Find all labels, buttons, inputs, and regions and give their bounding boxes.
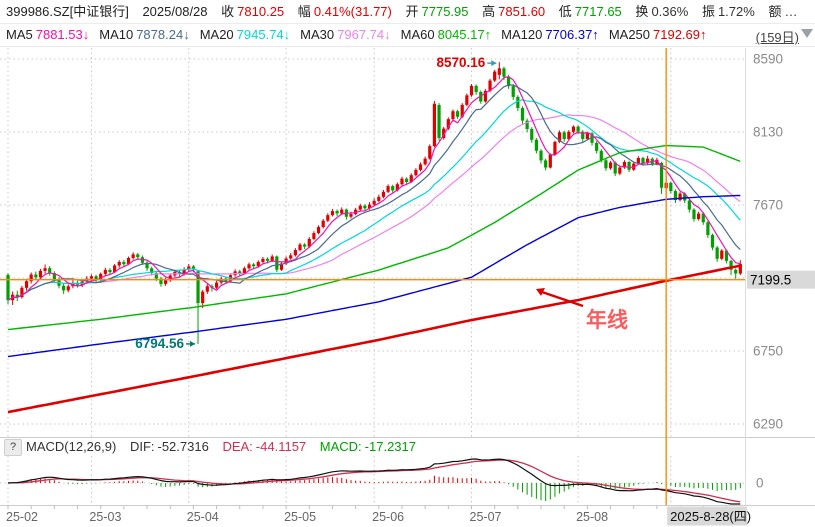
ma-legend: MA5 7881.53↓ MA10 7878.24↓ MA20 7945.74↓ MA30 7… [0, 24, 815, 46]
open-value: 7775.95 [421, 4, 469, 19]
x-axis-month-label: 25-08 [576, 510, 608, 524]
dea-label: DEA: [222, 439, 253, 454]
quote-date: 2025/08/28 [142, 4, 208, 19]
ma-item-value: 7878.24↓ [136, 27, 190, 42]
low-label: 低 [558, 4, 572, 19]
ma-item-value: 7706.37↑ [545, 27, 599, 42]
dif-label: DIF: [129, 439, 155, 454]
ma-item-value: 8045.17↑ [437, 27, 492, 42]
y-axis-label: 6750 [753, 344, 783, 359]
x-axis-month-label: 25-07 [470, 510, 502, 524]
yearline-annotation: 年线 [586, 308, 628, 332]
ma-item-label: MA10 [99, 27, 134, 42]
ma-item-label: MA5 [6, 27, 33, 42]
high-annotation: 8570.16 [436, 55, 485, 70]
ma-item-label: MA60 [400, 27, 435, 42]
x-axis-month-label: 25-04 [187, 510, 219, 524]
low-annotation: 6794.56 [135, 336, 184, 351]
turnover-label: 换 [635, 4, 649, 19]
x-axis-month-label: 25-02 [6, 510, 38, 524]
ma-item-label: MA250 [608, 27, 651, 42]
change-label: 幅 [297, 4, 311, 19]
macd-zero-label: 0 [756, 476, 764, 491]
macd-label: MACD: [319, 439, 362, 454]
chevron-down-icon[interactable] [801, 29, 813, 38]
macd-title[interactable]: MACD(12,26,9) [26, 439, 117, 454]
y-axis-label: 7670 [753, 198, 783, 213]
open-label: 开 [405, 4, 419, 19]
help-button[interactable]: ? [4, 439, 22, 456]
change-value: 0.41%(31.77) [313, 4, 392, 19]
ma-item-label: MA120 [501, 27, 543, 42]
crosshair-price-label: 7199.5 [750, 273, 791, 288]
close-value: 7810.25 [237, 4, 285, 19]
x-axis-month-label: 25-03 [89, 510, 121, 524]
ma-item-value: 7945.74↓ [236, 27, 291, 42]
amount-value-truncated: … [784, 4, 798, 19]
amplitude-label: 振 [701, 4, 715, 19]
x-axis-month-label: 25-05 [284, 510, 316, 524]
ma-item-label: MA20 [199, 27, 234, 42]
crosshair-date-label: 2025-8-28(四) [670, 509, 751, 524]
ma-item-label: MA30 [300, 27, 335, 42]
symbol-name[interactable]: 399986.SZ[中证银行] [6, 4, 129, 19]
macd-legend: MACD(12,26,9) DIF: -52.7316 DEA: -44.1157 … [0, 438, 815, 455]
quote-header: 399986.SZ[中证银行] 2025/08/28 收 7810.25 幅 0.4… [0, 0, 815, 24]
amplitude-value: 1.72% [717, 4, 755, 19]
x-axis-month-label: 25-06 [372, 510, 404, 524]
ma-item-value: 7192.69↑ [653, 27, 707, 42]
dea-value: -44.1157 [255, 439, 307, 454]
close-label: 收 [221, 4, 235, 19]
turnover-value: 0.36% [651, 4, 689, 19]
ma-item-value: 7967.74↓ [337, 27, 391, 42]
dif-value: -52.7316 [157, 439, 209, 454]
period-selector[interactable]: (159日) [755, 30, 799, 45]
high-label: 高 [482, 4, 496, 19]
macd-value: -17.2317 [364, 439, 416, 454]
ma-item-value: 7881.53↓ [35, 27, 90, 42]
amount-label: 额 [768, 4, 782, 19]
y-axis-label: 8130 [753, 125, 783, 140]
low-value: 7717.65 [574, 4, 622, 19]
high-value: 7851.60 [498, 4, 546, 19]
y-axis-label: 8590 [753, 52, 783, 67]
y-axis-label: 6290 [753, 417, 783, 432]
